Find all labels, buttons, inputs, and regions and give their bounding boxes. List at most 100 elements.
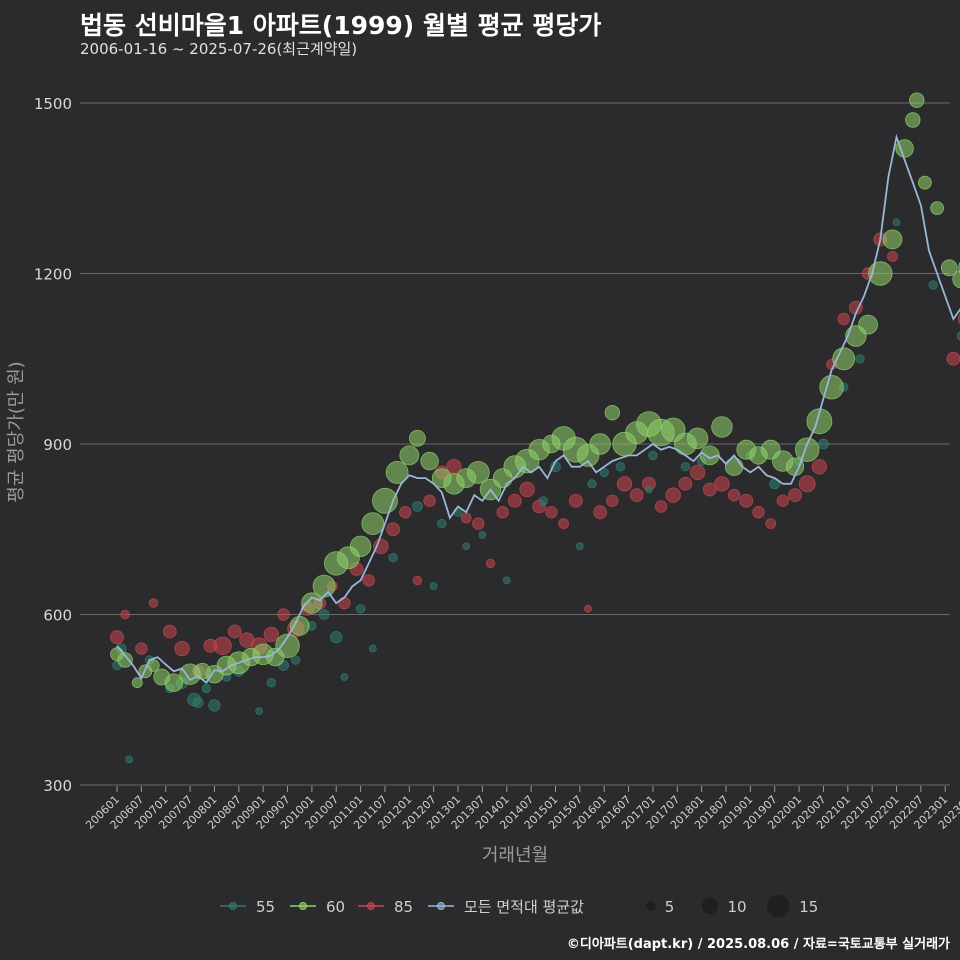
point-85 (616, 476, 633, 492)
point-85 (752, 506, 765, 519)
point-55 (388, 553, 398, 563)
point-85 (837, 312, 850, 326)
point-55 (956, 331, 960, 341)
point-85 (373, 538, 389, 555)
legend-size-10: 10 (701, 897, 747, 916)
point-55 (368, 644, 377, 653)
legend-item-2: 85 (358, 898, 413, 916)
point-85 (277, 608, 290, 621)
point-60 (349, 535, 372, 558)
point-85 (665, 487, 681, 503)
point-60 (275, 633, 300, 659)
point-85 (887, 250, 898, 262)
point-85 (654, 500, 668, 513)
point-55 (855, 354, 865, 364)
point-55 (615, 462, 626, 472)
point-55 (208, 699, 221, 712)
point-85 (472, 517, 485, 530)
point-85 (798, 475, 816, 493)
average-line (116, 133, 960, 685)
point-85 (174, 640, 190, 657)
y-axis-label: 평균 평당가(만 원) (6, 361, 27, 502)
grid-layer (80, 102, 950, 786)
point-60 (420, 451, 439, 471)
point-60 (131, 677, 143, 689)
point-85 (338, 596, 351, 610)
point-85 (508, 493, 522, 508)
point-60 (724, 457, 744, 476)
point-85 (629, 488, 644, 503)
point-85 (496, 506, 509, 519)
point-60 (905, 112, 921, 128)
point-60 (711, 416, 733, 438)
point-85 (545, 506, 558, 519)
point-60 (408, 429, 426, 447)
point-85 (412, 575, 423, 586)
legend-size-15: 15 (766, 894, 818, 918)
point-85 (689, 464, 706, 481)
point-55 (462, 542, 471, 551)
point-60 (686, 427, 709, 450)
point-85 (678, 476, 693, 491)
point-85 (739, 493, 754, 508)
point-55 (680, 462, 691, 472)
point-55 (125, 755, 134, 764)
x-axis-label: 거래년월 (482, 845, 548, 866)
legend-item-3: 모든 면적대 평균값 (428, 898, 584, 916)
point-55 (355, 604, 366, 614)
point-85 (386, 522, 401, 537)
y-tick-label: 1200 (34, 266, 72, 284)
point-55 (645, 485, 653, 494)
point-85 (460, 512, 472, 524)
legend-label: 60 (326, 898, 345, 916)
point-60 (819, 375, 844, 400)
legend-size-label: 15 (799, 898, 818, 916)
point-60 (940, 259, 958, 277)
point-85 (702, 482, 717, 497)
point-85 (148, 598, 159, 608)
point-85 (584, 604, 592, 613)
legend: 55 60 85 모든 면적대 평균값 5 10 15 (220, 894, 818, 918)
point-55 (318, 609, 330, 620)
point-55 (429, 582, 438, 590)
point-55 (538, 496, 549, 506)
point-85 (263, 626, 280, 643)
point-55 (340, 673, 349, 681)
point-85 (213, 636, 232, 656)
point-55 (266, 678, 277, 688)
point-55 (437, 518, 447, 529)
y-tick-label: 600 (43, 607, 72, 625)
point-85 (519, 481, 535, 498)
point-60 (806, 408, 833, 435)
point-60 (385, 460, 409, 484)
legend-label: 55 (256, 898, 275, 916)
chart-title: 법동 선비마을1 아파트(1999) 월별 평균 평당가 (80, 11, 602, 40)
legend-size-5: 5 (646, 898, 674, 916)
point-85 (162, 624, 177, 639)
legend-label: 85 (394, 898, 413, 916)
point-85 (120, 609, 130, 620)
legend-size-label: 10 (728, 898, 747, 916)
point-60 (795, 437, 820, 462)
point-60 (930, 201, 944, 216)
point-55 (290, 655, 301, 665)
point-85 (593, 505, 607, 520)
point-85 (362, 574, 375, 587)
point-55 (599, 467, 609, 478)
point-85 (135, 642, 148, 655)
point-85 (776, 494, 790, 508)
y-tick-label: 1500 (34, 95, 72, 113)
point-55 (255, 707, 264, 715)
legend-size-label: 5 (665, 898, 675, 916)
point-55 (587, 479, 597, 489)
point-85 (485, 558, 496, 569)
point-60 (117, 652, 133, 668)
point-85 (399, 506, 412, 519)
point-60 (909, 92, 925, 108)
point-85 (606, 494, 619, 508)
point-85 (558, 518, 569, 529)
legend-label: 모든 면적대 평균값 (464, 898, 584, 916)
point-55 (192, 697, 204, 708)
point-85 (765, 518, 777, 529)
